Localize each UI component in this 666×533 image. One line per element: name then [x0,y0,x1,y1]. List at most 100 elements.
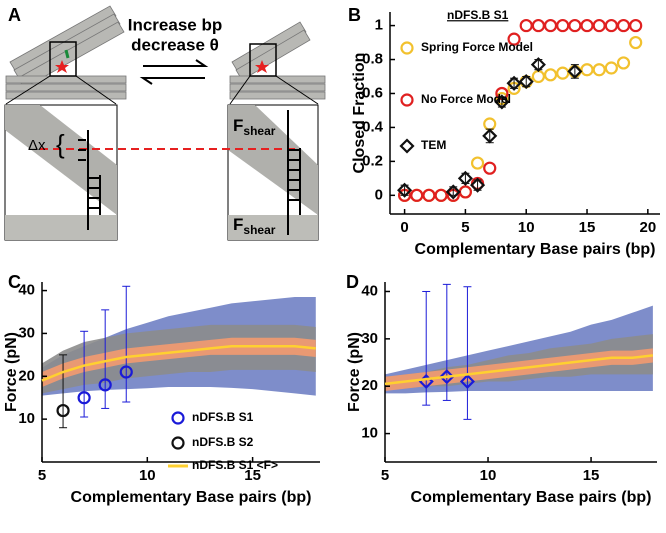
circle-marker [531,69,545,84]
circle-marker [171,411,185,425]
y-tick-label: 0.8 [362,50,383,67]
y-tick-label: 30 [361,330,378,347]
circle-marker [556,18,570,33]
x-tick-label: 15 [244,467,261,484]
circle-marker [543,18,558,33]
diamond-marker [457,170,473,186]
circle-marker [507,32,521,46]
circle-marker [434,188,448,202]
x-tick-label: 15 [579,219,596,236]
y-tick-label: 20 [18,367,35,384]
legend-label: nDFS.B S2 [192,435,254,449]
x-tick-label: 0 [400,219,408,236]
x-tick-label: 10 [518,219,535,236]
circle-marker [410,188,424,202]
panel-letter: A [8,5,21,25]
x-tick-label: 5 [461,219,469,236]
force-main: F [233,215,243,234]
x-tick-label: 5 [38,467,46,484]
x-tick-label: 20 [639,219,656,236]
circle-marker [77,391,91,405]
force-sub: shear [243,124,275,138]
y-axis-label: Force (pN) [346,332,363,412]
circle-marker [531,18,545,33]
mean-line [41,345,316,382]
x-tick-label: 15 [583,467,600,484]
circle-marker [400,93,414,107]
diamond-marker [530,57,546,73]
mean-line [384,354,654,386]
svg-text:{: { [56,129,65,159]
diamond-marker [482,128,498,144]
force-main: F [233,116,243,135]
circle-marker [400,41,414,55]
circle-marker [119,365,133,379]
x-axis-label: Complementary Base pairs (bp) [415,241,656,258]
diamond-marker [470,177,486,193]
circle-marker [592,63,606,77]
circle-marker [592,18,606,33]
circle-marker [56,403,70,418]
x-axis-label: Complementary Base pairs (bp) [411,489,652,506]
panel-a-diagram: A Increase bp decrease θ Δx [4,5,326,241]
circle-marker [483,117,497,131]
delta-label: Δx [28,137,46,154]
x-tick-label: 10 [480,467,497,484]
circle-marker [629,18,643,33]
panel-letter: C [8,272,21,292]
legend-label: nDFS.B S1 <F> [192,458,278,472]
y-axis-label: Closed Fraction [351,53,368,174]
circle-marker [422,188,436,202]
diamond-marker [459,373,475,390]
y-tick-label: 0.6 [362,84,383,101]
circle-marker [604,18,618,33]
x-tick-label: 5 [381,467,389,484]
y-tick-label: 40 [18,282,35,299]
diamond-marker [494,94,510,110]
circle-marker [98,378,112,392]
circle-marker [556,66,570,80]
y-tick-label: 40 [361,282,378,299]
circle-marker [629,35,643,50]
arrow-label: Increase bp [128,15,223,34]
diamond-marker [445,184,461,200]
circle-marker [568,18,582,33]
circle-marker [171,436,185,450]
circle-marker [580,63,594,77]
circle-marker [604,61,618,75]
diamond-marker [399,138,415,154]
y-tick-label: 0.2 [362,152,383,169]
panel-letter: D [346,272,359,292]
y-tick-label: 0.4 [362,118,384,135]
circle-marker [580,18,594,33]
circle-marker [483,161,497,175]
legend-label: nDFS.B S1 [192,410,254,424]
diamond-marker [506,75,522,91]
y-axis-label: Force (pN) [3,332,20,412]
y-tick-label: 20 [361,377,378,394]
y-tick-label: 30 [18,324,35,341]
y-tick-label: 0 [375,186,383,203]
force-label: Fshear [233,215,276,237]
y-tick-label: 1 [375,17,383,34]
y-tick-label: 10 [18,410,35,427]
circle-marker [519,18,533,33]
arrow-label: decrease θ [131,35,219,54]
y-tick-label: 10 [361,425,378,442]
legend-title: nDFS.B S1 [447,8,509,22]
x-axis-label: Complementary Base pairs (bp) [71,489,312,506]
legend-label: Spring Force Model [421,40,533,54]
band [42,337,316,387]
circle-marker [470,156,485,170]
circle-marker [458,185,473,199]
legend-label: TEM [421,138,446,152]
force-label: Fshear [233,116,276,138]
circle-marker [616,56,631,70]
circle-marker [616,18,631,33]
force-sub: shear [243,223,275,237]
diamond-marker [397,182,413,198]
diamond-marker [518,74,534,90]
diamond-marker [439,369,455,385]
circle-marker [543,68,558,82]
